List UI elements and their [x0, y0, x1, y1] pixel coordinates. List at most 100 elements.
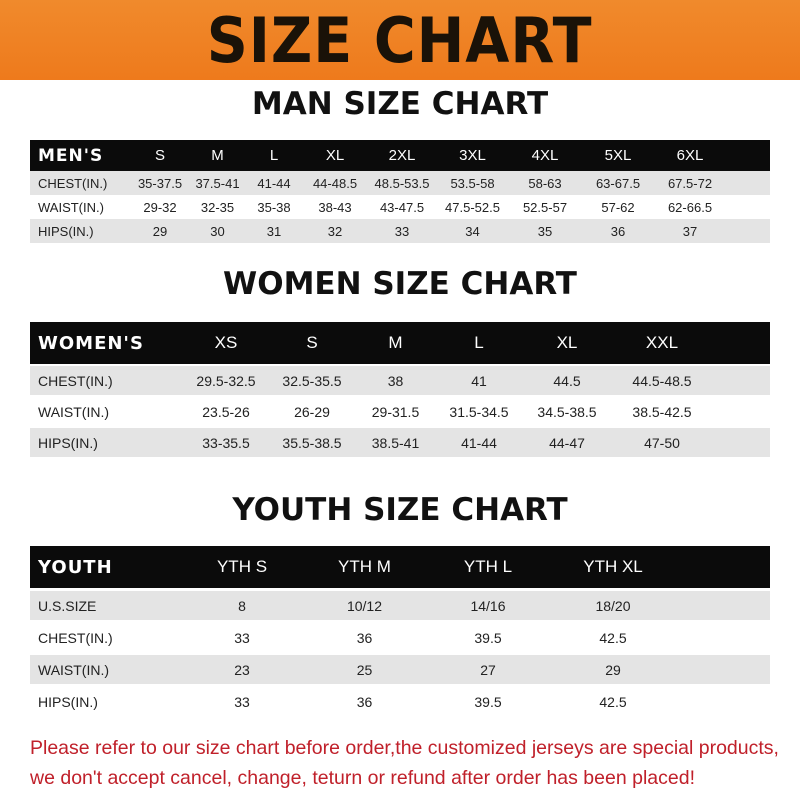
- cell-value: 18/20: [595, 597, 631, 614]
- size-header: XL: [325, 147, 345, 164]
- cell-value: 35-38: [257, 199, 291, 215]
- cell-value: 29.5-32.5: [196, 372, 256, 389]
- cell-value: 41: [471, 372, 487, 389]
- cell-value: 37.5-41: [195, 175, 240, 191]
- cell-value: 36: [356, 629, 373, 646]
- cell-value: 43-47.5: [379, 199, 425, 215]
- cell-value: 41-44: [461, 434, 497, 451]
- header-label: WOMEN'S: [38, 332, 144, 354]
- cell-value: 38.5-41: [371, 434, 420, 451]
- notice-line: we don't accept cancel, change, teturn o…: [30, 767, 695, 789]
- cell-value: 29: [605, 661, 621, 678]
- cell-value: 48.5-53.5: [374, 175, 430, 191]
- row-label: CHEST(IN.): [38, 629, 113, 646]
- cell-value: 63-67.5: [595, 175, 641, 191]
- cell-value: 47-50: [644, 434, 680, 451]
- table-row: WAIST(IN.) 29-32 32-35 35-38 38-43 43-47.5 47.…: [30, 195, 770, 219]
- size-header: 3XL: [459, 147, 486, 164]
- cell-value: 38: [387, 372, 404, 389]
- cell-value: 31: [266, 223, 282, 239]
- size-header: 2XL: [388, 147, 416, 164]
- size-header: 5XL: [604, 147, 632, 164]
- table-row: CHEST(IN.) 29.5-32.5 32.5-35.5 38 41 44.5 44.5…: [30, 366, 770, 395]
- table-row: WAIST(IN.) 23.5-26 26-29 29-31.5 31.5-34.5 34…: [30, 397, 770, 426]
- cell-value: 31.5-34.5: [449, 403, 509, 420]
- row-label: U.S.SIZE: [38, 597, 97, 614]
- cell-value: 27: [480, 661, 496, 678]
- cell-value: 10/12: [346, 597, 383, 614]
- header-label: MEN'S: [38, 145, 104, 166]
- size-header: XXL: [645, 333, 679, 352]
- cell-value: 47.5-52.5: [445, 199, 500, 215]
- header-row: MEN'S S M L XL 2XL 3XL 4XL 5XL 6XL: [30, 140, 770, 171]
- size-header: L: [474, 333, 484, 352]
- cell-value: 62-66.5: [667, 199, 713, 215]
- cell-value: 30: [210, 223, 225, 239]
- title-banner: SIZE CHART: [0, 0, 800, 80]
- cell-value: 52.5-57: [522, 199, 568, 215]
- cell-value: 57-62: [601, 199, 635, 215]
- size-header: L: [269, 147, 279, 164]
- row-label: HIPS(IN.): [38, 693, 98, 710]
- cell-value: 35: [537, 223, 553, 239]
- size-header: YTH S: [216, 557, 268, 576]
- cell-value: 23: [234, 661, 250, 678]
- cell-value: 29-31.5: [371, 403, 420, 420]
- cell-value: 38-43: [318, 199, 352, 215]
- table-row: U.S.SIZE 8 10/12 14/16 18/20: [30, 591, 770, 620]
- cell-value: 44.5: [553, 372, 581, 389]
- table-row: CHEST(IN.) 35-37.5 37.5-41 41-44 44-48.5 48.5…: [30, 171, 770, 195]
- cell-value: 36: [356, 693, 373, 710]
- size-header: YTH L: [463, 557, 513, 576]
- youth-chart-title: YOUTH SIZE CHART: [232, 492, 568, 528]
- table-row: HIPS(IN.) 33-35.5 35.5-38.5 38.5-41 41-44 44-…: [30, 428, 770, 457]
- size-header: YTH XL: [583, 557, 643, 576]
- cell-value: 37: [682, 223, 698, 239]
- cell-value: 39.5: [474, 629, 502, 646]
- men-size-table: MEN'S S M L XL 2XL 3XL 4XL 5XL 6XL CHEST(IN.) 35-37…: [30, 140, 770, 243]
- header-row: YOUTH YTH S YTH M YTH L YTH XL: [30, 546, 770, 588]
- row-label: CHEST(IN.): [38, 175, 108, 191]
- size-header: 4XL: [531, 147, 559, 164]
- cell-value: 38.5-42.5: [632, 403, 692, 420]
- size-header: XS: [214, 333, 238, 352]
- cell-value: 34.5-38.5: [537, 403, 597, 420]
- cell-value: 29-32: [143, 199, 177, 215]
- cell-value: 44.5-48.5: [632, 372, 692, 389]
- cell-value: 14/16: [470, 597, 506, 614]
- cell-value: 33: [234, 693, 250, 710]
- order-notice: Please refer to our size chart before or…: [30, 733, 790, 793]
- cell-value: 33: [234, 629, 250, 646]
- youth-size-table: YOUTH YTH S YTH M YTH L YTH XL U.S.SIZE 8 10/12…: [30, 546, 770, 716]
- size-header: M: [388, 333, 403, 352]
- cell-value: 8: [238, 597, 246, 614]
- cell-value: 44-47: [549, 434, 585, 451]
- page-title: SIZE CHART: [207, 3, 593, 77]
- cell-value: 26-29: [294, 403, 330, 420]
- cell-value: 35.5-38.5: [282, 434, 342, 451]
- size-header: S: [154, 147, 165, 164]
- size-header: XL: [556, 333, 578, 352]
- cell-value: 32: [327, 223, 343, 239]
- size-header: M: [211, 147, 224, 164]
- cell-value: 32-35: [200, 199, 235, 215]
- cell-value: 42.5: [599, 693, 627, 710]
- cell-value: 35-37.5: [137, 175, 183, 191]
- cell-value: 32.5-35.5: [282, 372, 342, 389]
- row-label: HIPS(IN.): [38, 223, 94, 239]
- cell-value: 58-63: [528, 175, 562, 191]
- cell-value: 25: [356, 661, 373, 678]
- cell-value: 44-48.5: [312, 175, 358, 191]
- row-label: HIPS(IN.): [38, 434, 98, 451]
- table-row: CHEST(IN.) 33 36 39.5 42.5: [30, 623, 770, 652]
- women-chart-title: WOMEN SIZE CHART: [223, 266, 577, 302]
- row-label: WAIST(IN.): [38, 661, 110, 678]
- cell-value: 36: [610, 223, 626, 239]
- cell-value: 29: [152, 223, 168, 239]
- cell-value: 39.5: [474, 693, 502, 710]
- cell-value: 33-35.5: [202, 434, 250, 451]
- cell-value: 67.5-72: [667, 175, 713, 191]
- header-label: YOUTH: [38, 556, 113, 578]
- size-header: S: [306, 333, 318, 352]
- row-label: CHEST(IN.): [38, 372, 113, 389]
